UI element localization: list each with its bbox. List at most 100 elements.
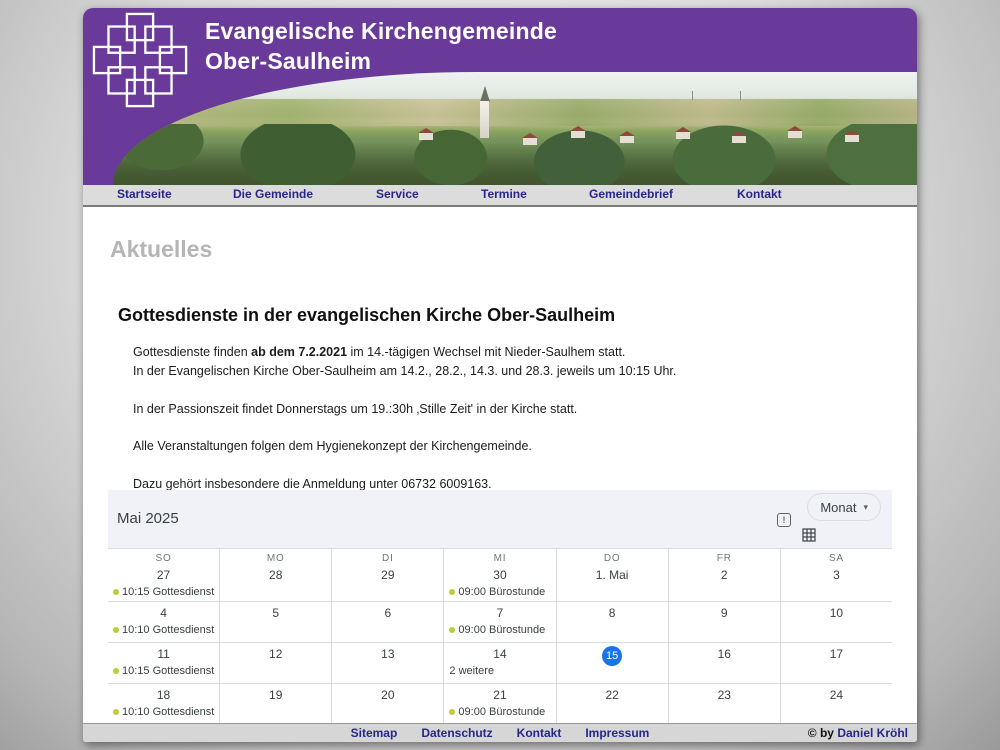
header-photo-trees: [113, 123, 917, 185]
weekday-label: DO: [603, 553, 621, 564]
footer-link-kontakt[interactable]: Kontakt: [516, 726, 562, 740]
date-label: 23: [669, 687, 780, 704]
calendar-header: Mai 2025 ! Monat ▾: [108, 490, 892, 548]
nav-item-die-gemeinde[interactable]: Die Gemeinde: [233, 187, 314, 201]
calendar-day-cell[interactable]: 23: [669, 684, 781, 723]
date-number: 22: [605, 688, 619, 702]
date-label: 29: [332, 567, 443, 584]
calendar-day-cell[interactable]: 16: [669, 643, 781, 683]
date-number: 16: [717, 647, 731, 661]
nav-item-service[interactable]: Service: [376, 187, 419, 201]
calendar-day-cell[interactable]: SA 3: [781, 549, 892, 601]
grid-view-icon[interactable]: [802, 528, 816, 542]
calendar-week-row: 4 10:10 Gottesdienst 5 6 7 09:00 Bürostunde 8 9…: [108, 602, 892, 643]
calendar-day-cell[interactable]: DO 1. Mai: [557, 549, 669, 601]
paragraph-1-text: Gottesdienste finden: [133, 345, 252, 359]
footer-link-sitemap[interactable]: Sitemap: [350, 726, 398, 740]
calendar-day-cell[interactable]: 19: [220, 684, 333, 723]
event-label: 10:15 Gottesdienst: [122, 586, 215, 598]
calendar-day-cell[interactable]: 7 09:00 Bürostunde: [444, 602, 557, 642]
calendar-day-cell[interactable]: MI 30 09:00 Bürostunde: [444, 549, 557, 601]
calendar-day-cell[interactable]: 17: [781, 643, 892, 683]
calendar-event[interactable]: 09:00 Bürostunde: [449, 624, 555, 636]
calendar-day-cell[interactable]: DI 29: [332, 549, 445, 601]
date-label: 28: [220, 567, 331, 584]
calendar-event[interactable]: 10:15 Gottesdienst: [113, 665, 219, 677]
weekday-label: SO: [155, 553, 172, 564]
calendar-day-cell[interactable]: 10: [781, 602, 892, 642]
event-dot-icon: [449, 626, 456, 633]
date-number: 17: [829, 647, 844, 661]
date-label: 24: [781, 687, 892, 704]
calendar-day-cell[interactable]: 22: [557, 684, 669, 723]
date-label: 27: [108, 567, 219, 584]
calendar-day-cell[interactable]: 24: [781, 684, 892, 723]
date-number: 18: [156, 688, 171, 702]
date-label: 3: [781, 567, 892, 584]
article-title: Gottesdienste in der evangelischen Kirch…: [118, 305, 616, 325]
date-label: 11: [108, 646, 219, 663]
calendar-day-cell[interactable]: 20: [332, 684, 445, 723]
article-body: Gottesdienste finden ab dem 7.2.2021 im …: [133, 343, 833, 513]
calendar-day-cell[interactable]: 11 10:15 Gottesdienst: [108, 643, 221, 683]
calendar-event[interactable]: 2 weitere: [449, 665, 555, 677]
date-label: 1. Mai: [557, 567, 668, 584]
footer-link-impressum[interactable]: Impressum: [585, 726, 650, 740]
main-content: Aktuelles Gottesdienste in der evangelis…: [83, 207, 917, 723]
event-label: 09:00 Bürostunde: [458, 706, 546, 718]
calendar-day-cell[interactable]: MO 28: [220, 549, 333, 601]
calendar-event[interactable]: 10:10 Gottesdienst: [113, 624, 219, 636]
chevron-down-icon: ▾: [863, 501, 868, 512]
date-number: 7: [496, 606, 504, 620]
calendar-day-cell[interactable]: 4 10:10 Gottesdienst: [108, 602, 221, 642]
calendar-day-cell[interactable]: 8: [557, 602, 669, 642]
calendar-day-cell[interactable]: 21 09:00 Bürostunde: [444, 684, 557, 723]
paragraph-1-text: im 14.-tägigen Wechsel mit Nieder-Saulhe…: [347, 345, 626, 359]
calendar-embed: Mai 2025 ! Monat ▾ SO 27 10:15 Gottesdiens…: [108, 490, 892, 723]
calendar-day-cell[interactable]: 12: [220, 643, 333, 683]
date-label: 10: [781, 605, 892, 622]
nav-item-startseite[interactable]: Startseite: [117, 187, 172, 201]
calendar-day-cell[interactable]: 6: [332, 602, 445, 642]
calendar-day-cell[interactable]: 14 2 weitere: [444, 643, 557, 683]
calendar-event[interactable]: 09:00 Bürostunde: [449, 586, 555, 598]
weekday-label: DI: [382, 553, 394, 564]
calendar-week-row: SO 27 10:15 Gottesdienst MO 28 DI 29 MI 30 09:00 …: [108, 549, 892, 602]
feedback-icon[interactable]: !: [777, 513, 791, 527]
calendar-day-cell[interactable]: FR 2: [669, 549, 781, 601]
event-label: 2 weitere: [449, 665, 495, 677]
date-label: 7: [444, 605, 555, 622]
calendar-event[interactable]: 10:10 Gottesdienst: [113, 706, 219, 718]
footer-links: Sitemap Datenschutz Kontakt Impressum: [83, 726, 917, 740]
calendar-day-cell[interactable]: 9: [669, 602, 781, 642]
date-label: 30: [444, 567, 555, 584]
nav-item-kontakt[interactable]: Kontakt: [737, 187, 782, 201]
date-label: 4: [108, 605, 219, 622]
event-dot-icon: [113, 708, 119, 715]
date-number: 1. Mai: [595, 568, 629, 582]
nav-item-termine[interactable]: Termine: [481, 187, 527, 201]
calendar-day-cell[interactable]: 18 10:10 Gottesdienst: [108, 684, 221, 723]
page-card: Evangelische Kirchengemeinde Ober-Saulhe…: [83, 8, 917, 742]
calendar-day-cell[interactable]: 5: [220, 602, 333, 642]
copyright-author-link[interactable]: Daniel Kröhl: [837, 726, 908, 740]
calendar-event[interactable]: 09:00 Bürostunde: [449, 706, 555, 718]
view-selector-button[interactable]: Monat ▾: [807, 493, 881, 521]
date-number: 28: [269, 568, 283, 582]
calendar-day-cell[interactable]: SO 27 10:15 Gottesdienst: [108, 549, 221, 601]
calendar-event[interactable]: 10:15 Gottesdienst: [113, 586, 219, 598]
date-number: 29: [381, 568, 395, 582]
calendar-day-cell[interactable]: 13: [332, 643, 445, 683]
main-nav: Startseite Die Gemeinde Service Termine …: [83, 185, 917, 207]
date-number: 30: [493, 568, 507, 582]
event-dot-icon: [113, 667, 119, 674]
site-header: Evangelische Kirchengemeinde Ober-Saulhe…: [83, 8, 917, 185]
paragraph-2: In der Evangelischen Kirche Ober-Saulhei…: [133, 363, 677, 378]
date-label: 21: [444, 687, 555, 704]
date-label: 6: [332, 605, 443, 622]
calendar-day-cell[interactable]: 15: [557, 643, 669, 683]
date-number: 3: [833, 568, 840, 582]
nav-item-gemeindebrief[interactable]: Gemeindebrief: [589, 187, 674, 201]
date-label: 9: [669, 605, 780, 622]
footer-link-datenschutz[interactable]: Datenschutz: [421, 726, 493, 740]
